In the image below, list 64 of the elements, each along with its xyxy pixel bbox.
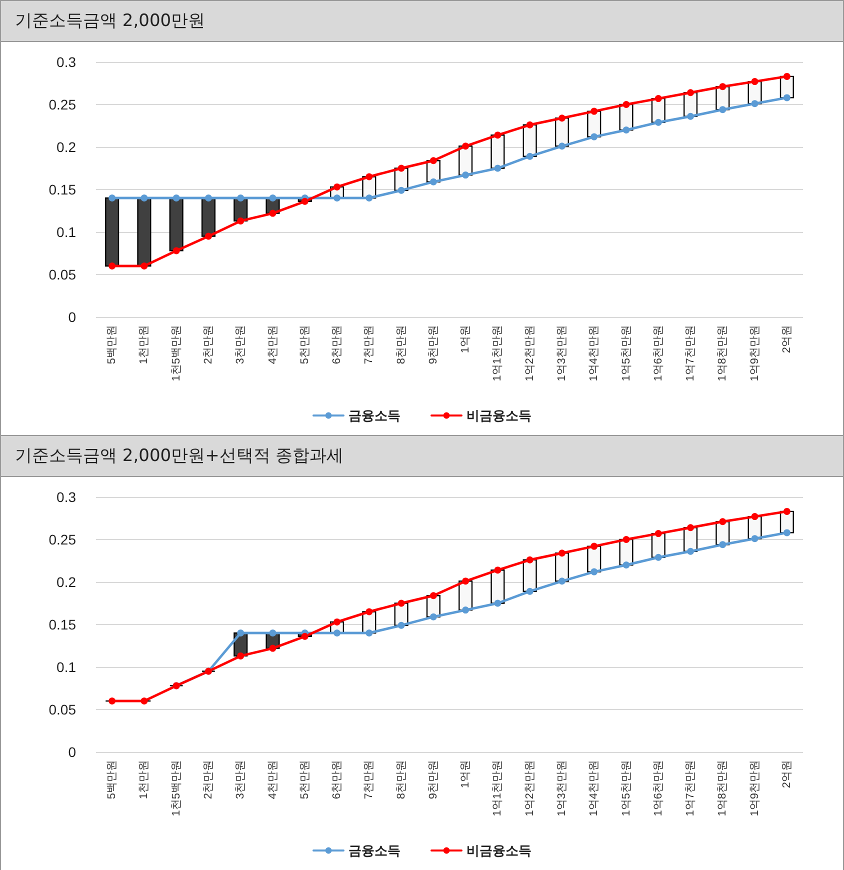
x-tick-label: 6천만원 — [331, 760, 344, 800]
x-tick-label: 1억3천만원 — [556, 325, 568, 382]
x-tick-label: 5백만원 — [106, 760, 118, 800]
x-tick-label: 1천만원 — [138, 325, 150, 364]
x-tick-label: 5백만원 — [106, 325, 118, 364]
x-tick-label: 7천만원 — [363, 325, 376, 364]
x-tick-label: 4천만원 — [266, 760, 279, 800]
x-tick-label: 8천만원 — [395, 325, 408, 364]
x-tick-label: 1천5백만원 — [170, 325, 182, 382]
x-tick-label: 1억8천만원 — [716, 325, 729, 382]
y-tick-label: 0.15 — [48, 182, 76, 198]
x-tick-label: 2천만원 — [202, 325, 214, 364]
y-tick-label: 0.3 — [56, 54, 76, 70]
chart-title: 기준소득금액 2,000만원+선택적 종합과세 — [1, 436, 843, 477]
x-tick-label: 5천만원 — [298, 760, 311, 800]
y-tick-label: 0.05 — [48, 702, 76, 718]
x-tick-label: 9천만원 — [427, 325, 440, 364]
x-tick-label: 4천만원 — [266, 325, 279, 364]
x-tick-label: 1억7천만원 — [684, 325, 697, 382]
x-tick-label: 1억원 — [460, 760, 472, 788]
x-tick-label: 1억4천만원 — [588, 760, 600, 816]
y-tick-label: 0 — [68, 744, 76, 760]
x-tick-label: 6천만원 — [331, 325, 344, 364]
x-tick-label: 3천만원 — [234, 325, 247, 364]
y-tick-label: 0.05 — [48, 266, 76, 282]
x-tick-label: 5천만원 — [298, 325, 311, 364]
x-tick-label: 1억2천만원 — [524, 760, 536, 816]
x-tick-label: 1억7천만원 — [684, 760, 697, 816]
y-tick-label: 0.1 — [56, 659, 76, 675]
x-tick-label: 2억원 — [780, 325, 793, 354]
y-tick-label: 0.2 — [56, 574, 76, 590]
y-tick-label: 0.3 — [56, 489, 76, 505]
legend-label: 금융소득 — [348, 843, 400, 858]
x-tick-label: 1억5천만원 — [620, 760, 632, 816]
x-tick-label: 7천만원 — [363, 760, 376, 800]
x-tick-label: 1억6천만원 — [652, 325, 664, 382]
x-tick-label: 3천만원 — [234, 760, 247, 800]
x-tick-label: 1천5백만원 — [170, 760, 182, 816]
y-tick-label: 0 — [68, 309, 76, 325]
x-tick-label: 1억9천만원 — [748, 325, 761, 382]
x-tick-label: 2억원 — [780, 760, 793, 788]
y-tick-label: 0.15 — [48, 616, 76, 632]
x-tick-label: 1억9천만원 — [748, 760, 761, 816]
x-tick-label: 1억5천만원 — [620, 325, 632, 382]
x-tick-label: 1억2천만원 — [524, 325, 536, 382]
y-tick-label: 0.25 — [48, 96, 76, 112]
x-tick-label: 8천만원 — [395, 760, 408, 800]
x-tick-label: 1억4천만원 — [588, 325, 600, 382]
x-tick-label: 1억8천만원 — [716, 760, 729, 816]
legend-label: 비금융소득 — [466, 408, 532, 423]
chart-title: 기준소득금액 2,000만원 — [1, 1, 843, 42]
x-tick-label: 1억6천만원 — [652, 760, 664, 816]
x-tick-label: 1억3천만원 — [556, 760, 568, 816]
x-tick-label: 1억원 — [460, 325, 472, 354]
y-tick-label: 0.25 — [48, 532, 76, 548]
legend-label: 금융소득 — [348, 408, 400, 423]
x-tick-label: 9천만원 — [427, 760, 440, 800]
x-tick-label: 1천만원 — [138, 760, 150, 800]
x-tick-label: 2천만원 — [202, 760, 214, 800]
legend-label: 비금융소득 — [466, 843, 532, 858]
y-tick-label: 0.1 — [56, 224, 76, 240]
x-tick-label: 1억1천만원 — [492, 325, 504, 382]
x-tick-label: 1억1천만원 — [492, 760, 504, 816]
y-tick-label: 0.2 — [56, 139, 76, 155]
